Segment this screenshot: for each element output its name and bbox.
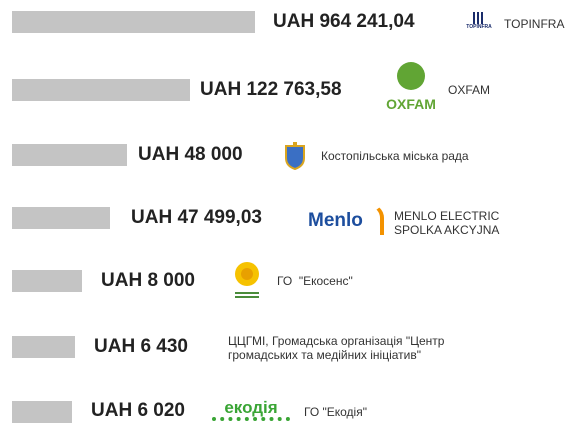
amount: UAH 6 430 [94,336,188,357]
amount: UAH 964 241,04 [273,11,415,32]
bar [12,79,190,101]
logo [285,142,305,170]
amount: UAH 48 000 [138,144,243,165]
logo-text: OXFAM [386,96,436,112]
logo: TOPINFRA [459,12,499,34]
bar [12,207,110,229]
donor-name: ГО "Екодія" [304,405,367,419]
bar [12,336,75,358]
logo [235,262,259,298]
logo: OXFAM [385,62,437,115]
donor-name: ЦЦГМІ, Громадська організація "Центр гро… [228,334,445,362]
donor-name: OXFAM [448,83,491,97]
amount: UAH 47 499,03 [131,207,262,228]
bar [12,144,127,166]
donor-name: ГО "Екосенс" [277,274,353,288]
amount: UAH 6 020 [91,400,185,421]
bar [12,270,82,292]
bar [12,11,255,33]
bar [12,401,72,423]
logo: екодія [212,399,290,421]
donor-name: MENLO ELECTRIC SPOLKA AKCYJNA [394,209,500,237]
donor-name: TOPINFRA [504,17,565,31]
amount: UAH 122 763,58 [200,79,342,100]
logo-text: TOPINFRA [466,24,492,30]
donor-name: Костопільська міська рада [321,149,469,163]
logo: Menlo [308,204,384,235]
amount: UAH 8 000 [101,270,195,291]
